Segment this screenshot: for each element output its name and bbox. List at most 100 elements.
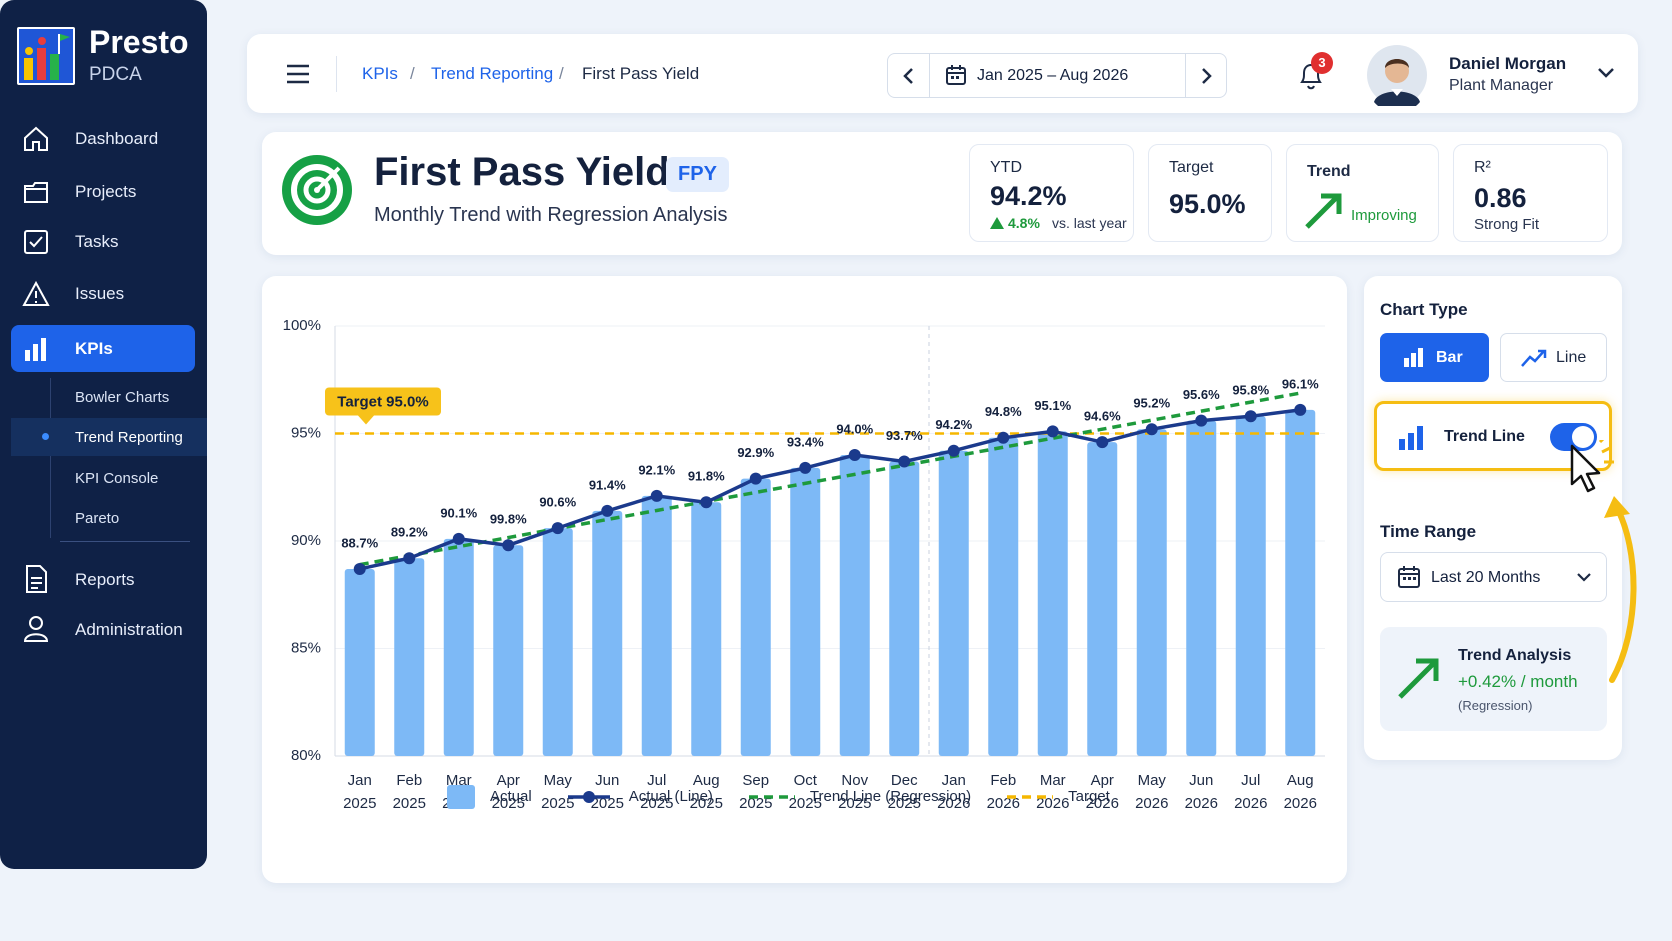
nav-item[interactable]: Administration [75, 620, 183, 639]
kpi-label: Target [1169, 159, 1214, 176]
target-annotation-pointer [358, 415, 374, 425]
divider [929, 53, 930, 98]
sidebar: Presto PDCA Dashboard Projects Tasks Iss… [0, 0, 207, 869]
x-tick-label: Feb 2026 [986, 772, 1020, 812]
brand-name: Presto [89, 24, 189, 60]
kpi-note: Strong Fit [1474, 216, 1540, 233]
subnav-item[interactable]: KPI Console [75, 470, 159, 487]
nav-item[interactable]: Projects [75, 182, 137, 201]
data-label: 92.1% [638, 462, 675, 477]
y-tick-label: 100% [283, 317, 321, 334]
trend-arrow [1305, 193, 1342, 229]
data-label: 91.4% [589, 477, 626, 492]
breadcrumb-sep: / [559, 64, 564, 83]
legend-swatch [1007, 795, 1054, 799]
x-tick-label: Jan 2025 [343, 772, 377, 812]
toggle-label: Trend Line [1444, 428, 1525, 445]
bar [493, 545, 524, 756]
nav-item[interactable]: Reports [75, 570, 135, 589]
bar [394, 558, 425, 756]
next-button[interactable] [1198, 66, 1214, 86]
trend-icon [1399, 426, 1423, 450]
kpi-value: 95.0% [1169, 189, 1246, 219]
x-tick-label: Mar 2026 [1036, 772, 1070, 812]
title-badge: FPY [666, 157, 729, 192]
icon-kpis [25, 338, 46, 361]
subnav-rail [50, 378, 51, 538]
bar [344, 568, 375, 756]
kpi-value: 0.86 [1474, 183, 1527, 213]
data-label: 90.6% [539, 495, 576, 510]
kpi-label: Trend [1307, 163, 1351, 180]
icon-home [24, 126, 48, 151]
x-tick-label: Oct 2025 [788, 772, 822, 812]
data-point [799, 461, 812, 474]
data-point [502, 539, 515, 552]
user-name: Daniel Morgan [1449, 54, 1567, 73]
calendar-icon [946, 65, 966, 85]
breadcrumb-link[interactable]: KPIs [362, 64, 398, 83]
bar [938, 450, 969, 756]
time-range-value: Last 20 Months [1431, 569, 1541, 586]
bar [839, 455, 870, 756]
data-label: 94.8% [985, 404, 1022, 419]
trend-line [359, 391, 1301, 567]
x-tick-label: Jan 2026 [937, 772, 971, 812]
kpi-delta-note: vs. last year [1052, 215, 1127, 231]
kpi-note: Improving [1351, 207, 1417, 224]
kpi-label: R² [1474, 159, 1491, 176]
data-point [353, 562, 366, 575]
bar [641, 495, 672, 756]
data-point [1046, 425, 1059, 438]
data-label: 88.7% [341, 535, 378, 550]
analysis-value: +0.42% / month [1458, 672, 1578, 691]
nav-item[interactable]: Issues [75, 284, 125, 303]
page-subtitle: Monthly Trend with Regression Analysis [374, 204, 728, 226]
bar [1037, 431, 1068, 756]
data-label: 93.7% [886, 428, 923, 443]
y-tick-label: 80% [291, 747, 321, 764]
control-label: Time Range [1380, 522, 1477, 541]
time-range-select[interactable] [1380, 552, 1607, 602]
line-button[interactable] [1500, 333, 1607, 382]
data-point [1244, 410, 1257, 423]
nav-item[interactable]: KPIs [75, 339, 113, 358]
bar [592, 510, 623, 756]
subnav-item[interactable]: Trend Reporting [75, 429, 183, 446]
date-picker [887, 53, 1227, 98]
menu-button[interactable] [286, 63, 310, 85]
data-point [403, 552, 416, 565]
bar [790, 467, 821, 756]
data-label: 96.1% [1282, 376, 1319, 391]
subnav-item[interactable]: Bowler Charts [75, 389, 170, 406]
data-point [700, 496, 713, 509]
user-menu[interactable] [1597, 66, 1615, 80]
nav-item[interactable]: Dashboard [75, 129, 159, 148]
x-tick-label: Jul 2026 [1234, 772, 1268, 812]
x-tick-label: Jun 2026 [1184, 772, 1218, 812]
bar [1136, 429, 1167, 756]
x-tick-label: Feb 2025 [392, 772, 426, 812]
data-point [1195, 414, 1208, 427]
kpi-card: R² 0.86 Strong Fit [1453, 144, 1608, 242]
icon-issues [22, 280, 50, 306]
prev-button[interactable] [901, 66, 917, 86]
subnav-dot [42, 433, 49, 440]
date-range[interactable]: Jan 2025 – Aug 2026 [977, 67, 1129, 84]
y-tick-label: 90% [291, 532, 321, 549]
x-tick-label: Aug 2026 [1283, 772, 1317, 812]
subnav-item[interactable]: Pareto [75, 510, 120, 527]
breadcrumb-link[interactable]: Trend Reporting [431, 64, 554, 83]
chart-card: 80% 85% 90% 95% 100% Target 95.0% 88.7% 89.2% 90… [262, 276, 1347, 883]
legend-label: Target [1068, 788, 1110, 805]
y-tick-label: 85% [291, 639, 321, 656]
line-button-label: Line [1556, 349, 1587, 366]
control-label: Chart Type [1380, 300, 1468, 319]
bar-button-label: Bar [1436, 349, 1463, 366]
brand-sub: PDCA [89, 64, 142, 85]
bar [691, 502, 722, 756]
nav-item[interactable]: Tasks [75, 232, 119, 251]
x-tick-label: Sep 2025 [739, 772, 773, 812]
bar-button[interactable] [1380, 333, 1489, 382]
